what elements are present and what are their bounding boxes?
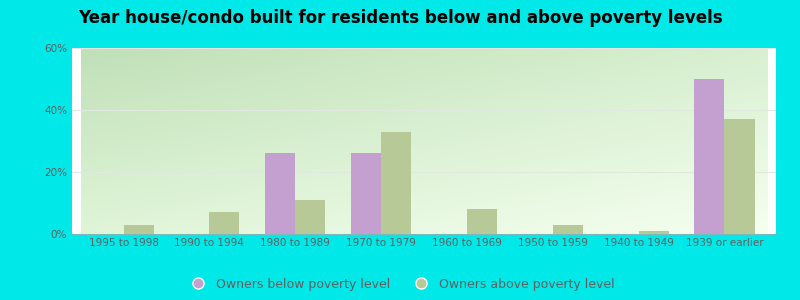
Bar bbox=[553, 225, 583, 234]
Bar bbox=[123, 225, 154, 234]
Bar bbox=[638, 231, 669, 234]
Legend: Owners below poverty level, Owners above poverty level: Owners below poverty level, Owners above… bbox=[186, 278, 614, 291]
Bar bbox=[725, 119, 754, 234]
Bar bbox=[694, 79, 725, 234]
Bar bbox=[381, 132, 411, 234]
Bar bbox=[351, 153, 381, 234]
Bar bbox=[210, 212, 239, 234]
Bar bbox=[295, 200, 326, 234]
Bar bbox=[467, 209, 497, 234]
Bar bbox=[265, 153, 295, 234]
Text: Year house/condo built for residents below and above poverty levels: Year house/condo built for residents bel… bbox=[78, 9, 722, 27]
